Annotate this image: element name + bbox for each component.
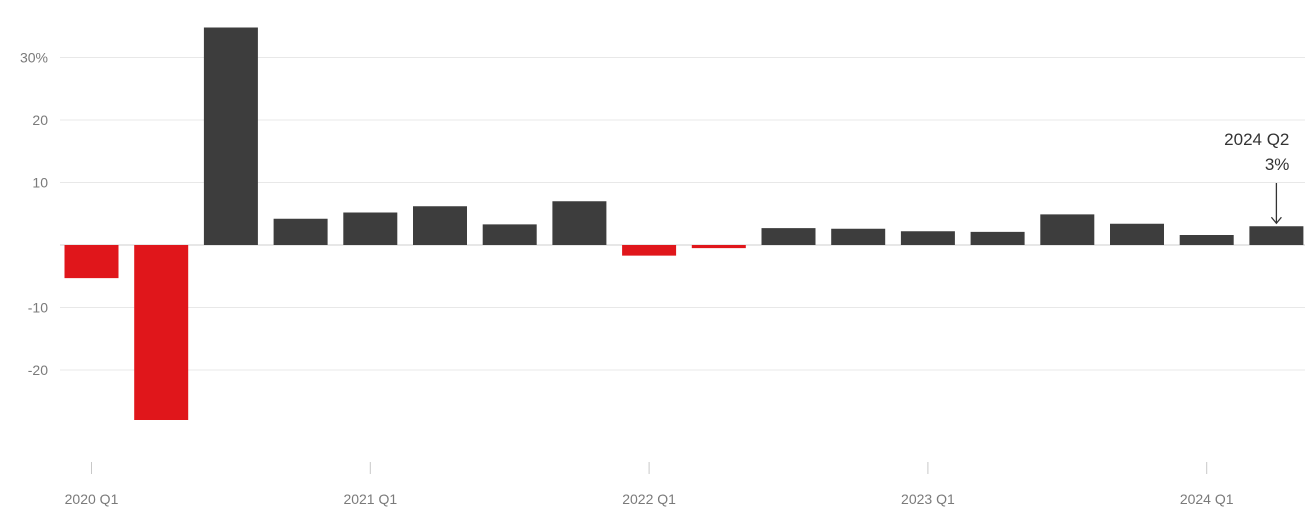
bar-2024-q2 xyxy=(1249,226,1304,245)
bar-2021-q4 xyxy=(552,201,607,245)
annotation: 2024 Q2 3% xyxy=(1224,130,1290,225)
bar-2023-q4 xyxy=(1110,223,1164,245)
bar-2022-q2 xyxy=(691,245,746,249)
bar-2020-q3 xyxy=(203,27,258,245)
x-tick-label: 2024 Q1 xyxy=(1180,491,1234,507)
bars xyxy=(64,27,1304,420)
bar-2020-q4 xyxy=(273,218,328,245)
bar-2024-q1 xyxy=(1179,235,1234,245)
bar-2023-q2 xyxy=(970,231,1025,245)
x-axis: 2020 Q1 2021 Q1 2022 Q1 2023 Q1 2024 Q1 xyxy=(65,462,1234,507)
y-tick-label: 10 xyxy=(32,175,48,191)
annotation-arrow-head xyxy=(1270,216,1282,225)
x-tick-label: 2023 Q1 xyxy=(901,491,955,507)
y-tick-label: 30% xyxy=(20,50,48,66)
bar-2021-q3 xyxy=(482,224,537,245)
bar-2022-q1 xyxy=(622,245,677,256)
bar-2021-q2 xyxy=(413,206,467,245)
bar-2023-q1 xyxy=(900,231,955,245)
bar-2023-q3 xyxy=(1040,214,1095,245)
bar-2022-q4 xyxy=(831,228,886,245)
x-tick-label: 2021 Q1 xyxy=(343,491,397,507)
annotation-label-value: 3% xyxy=(1265,155,1290,174)
bar-2022-q3 xyxy=(761,228,816,245)
x-tick-label: 2020 Q1 xyxy=(65,491,119,507)
y-tick-label: 20 xyxy=(32,112,48,128)
bar-2020-q2 xyxy=(134,245,189,420)
gridlines xyxy=(60,57,1305,371)
annotation-label-period: 2024 Q2 xyxy=(1224,130,1289,149)
y-tick-label: -20 xyxy=(28,362,48,378)
y-tick-label: -10 xyxy=(28,300,48,316)
bar-2021-q1 xyxy=(343,212,398,245)
y-axis-tick-labels: 30% 20 10 -10 -20 xyxy=(20,50,48,379)
x-tick-label: 2022 Q1 xyxy=(622,491,676,507)
bar-2020-q1 xyxy=(64,245,119,279)
